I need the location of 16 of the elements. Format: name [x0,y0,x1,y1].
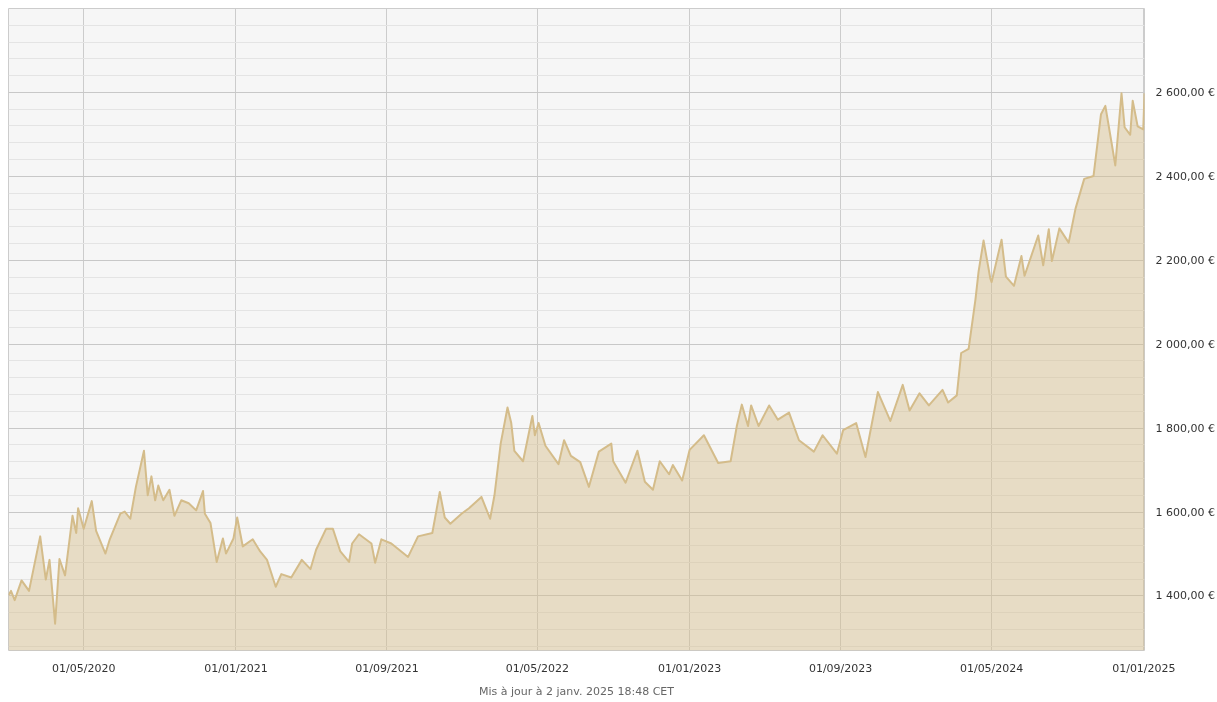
x-tick-label: 01/05/2024 [959,661,1024,675]
x-tick-label: 01/01/2025 [1112,661,1176,675]
y-tick-label: 2 400,00 € [1155,169,1215,183]
y-tick-label: 1 600,00 € [1155,505,1215,519]
y-tick-label: 2 600,00 € [1155,85,1215,99]
x-tick-label: 01/01/2023 [657,661,722,675]
x-tick-label: 01/05/2022 [505,661,570,675]
y-tick-label: 1 400,00 € [1155,589,1215,603]
x-tick-label: 01/05/2020 [51,661,116,675]
x-tick-label: 01/09/2023 [808,661,873,675]
x-tick-label: 01/01/2021 [204,661,268,675]
y-tick-label: 2 200,00 € [1155,253,1215,267]
x-tick-label: 01/09/2021 [355,661,419,675]
y-tick-label: 1 800,00 € [1155,421,1215,435]
text: Mis à jour à 2 janv. 2025 18:48 CET [479,684,675,698]
y-tick-label: 2 000,00 € [1155,337,1215,351]
